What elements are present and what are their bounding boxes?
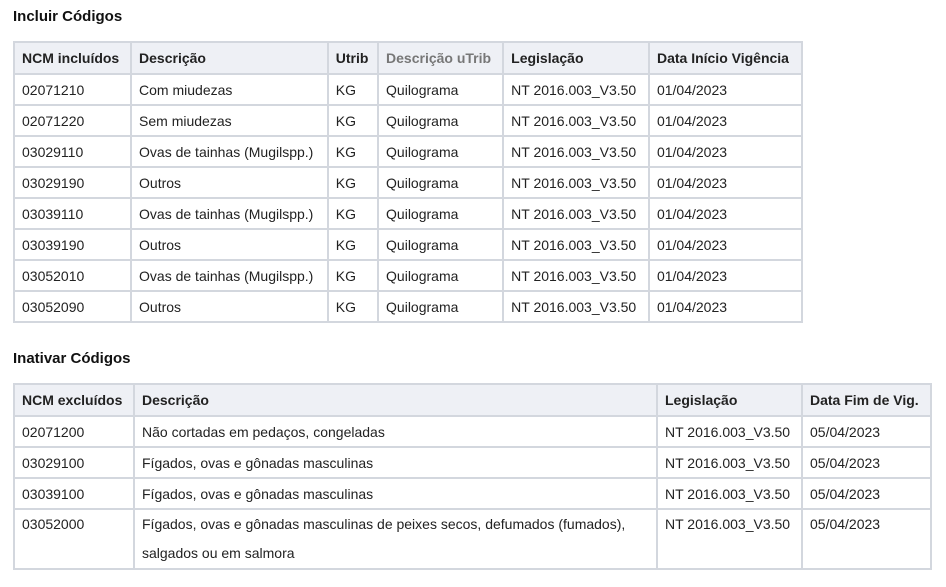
table-cell: Quilograma bbox=[377, 104, 505, 137]
table-cell: 01/04/2023 bbox=[647, 259, 804, 292]
table-cell: 05/04/2023 bbox=[801, 477, 932, 510]
table-cell: Com miudezas bbox=[130, 73, 329, 106]
table-cell: NT 2016.003_V3.50 bbox=[502, 259, 650, 292]
table-cell: KG bbox=[326, 104, 380, 137]
table-cell: Quilograma bbox=[377, 228, 505, 261]
table-row: 03039100 Fígados, ovas e gônadas masculin… bbox=[13, 477, 932, 510]
table-cell: Quilograma bbox=[377, 197, 505, 230]
table-row: 03052090 Outros KG Quilograma NT 2016.003_V3… bbox=[12, 290, 804, 323]
table-cell: NT 2016.003_V3.50 bbox=[656, 508, 803, 570]
column-header: NCM incluídos bbox=[12, 41, 133, 75]
table-cell: Quilograma bbox=[377, 166, 505, 199]
table-cell: NT 2016.003_V3.50 bbox=[502, 290, 650, 323]
inativar-title: Inativar Códigos bbox=[13, 350, 131, 367]
table-cell: 03039100 bbox=[13, 477, 135, 510]
table-cell: 03029110 bbox=[12, 135, 133, 168]
table-cell: NT 2016.003_V3.50 bbox=[656, 477, 803, 510]
table-cell: Quilograma bbox=[377, 259, 505, 292]
table-row: 03029110 Ovas de tainhas (Mugilspp.) KG Qui… bbox=[12, 135, 804, 168]
header-row: NCM excluídos Descrição Legislação Data Fim… bbox=[13, 383, 932, 417]
table-cell: 03052090 bbox=[12, 290, 133, 323]
table-cell: 01/04/2023 bbox=[647, 197, 804, 230]
table-cell: Ovas de tainhas (Mugilspp.) bbox=[130, 197, 329, 230]
column-header: Descrição bbox=[133, 383, 658, 417]
incluir-title: Incluir Códigos bbox=[13, 8, 123, 25]
table-cell: 02071210 bbox=[12, 73, 133, 106]
table-cell: 01/04/2023 bbox=[647, 166, 804, 199]
table-cell: 03039190 bbox=[12, 228, 133, 261]
table-cell: NT 2016.003_V3.50 bbox=[502, 104, 650, 137]
table-cell: 02071220 bbox=[12, 104, 133, 137]
table-row: 03052010 Ovas de tainhas (Mugilspp.) KG Qui… bbox=[12, 259, 804, 292]
table-cell: Não cortadas em pedaços, congeladas bbox=[133, 415, 658, 448]
column-header: Utrib bbox=[326, 41, 380, 75]
table-row: 03039110 Ovas de tainhas (Mugilspp.) KG Qui… bbox=[12, 197, 804, 230]
table-cell: Fígados, ovas e gônadas masculinas bbox=[133, 446, 658, 479]
table-cell: Ovas de tainhas (Mugilspp.) bbox=[130, 259, 329, 292]
table-cell: Quilograma bbox=[377, 73, 505, 106]
table-cell: KG bbox=[326, 166, 380, 199]
table-cell: NT 2016.003_V3.50 bbox=[502, 197, 650, 230]
table-cell: 05/04/2023 bbox=[801, 415, 932, 448]
table-cell: KG bbox=[326, 135, 380, 168]
table-cell: 05/04/2023 bbox=[801, 446, 932, 479]
table-row: 02071210 Com miudezas KG Quilograma NT 2016.… bbox=[12, 73, 804, 106]
table-cell: NT 2016.003_V3.50 bbox=[502, 228, 650, 261]
table-cell: Ovas de tainhas (Mugilspp.) bbox=[130, 135, 329, 168]
column-header: Data Início Vigência bbox=[647, 41, 804, 75]
table-cell: KG bbox=[326, 228, 380, 261]
table-cell: 01/04/2023 bbox=[647, 135, 804, 168]
table-cell: Quilograma bbox=[377, 290, 505, 323]
table-cell: Outros bbox=[130, 290, 329, 323]
table-cell: Outros bbox=[130, 228, 329, 261]
column-header: NCM excluídos bbox=[13, 383, 135, 417]
table-cell: 01/04/2023 bbox=[647, 228, 804, 261]
table-cell: Fígados, ovas e gônadas masculinas bbox=[133, 477, 658, 510]
table-cell: Outros bbox=[130, 166, 329, 199]
inativar-table: NCM excluídos Descrição Legislação Data Fim… bbox=[13, 383, 932, 570]
table-cell: 03052010 bbox=[12, 259, 133, 292]
table-cell: NT 2016.003_V3.50 bbox=[502, 73, 650, 106]
table-cell: NT 2016.003_V3.50 bbox=[656, 446, 803, 479]
table-cell: Fígados, ovas e gônadas masculinas de pe… bbox=[133, 508, 658, 570]
column-header: Data Fim de Vig. bbox=[801, 383, 932, 417]
table-cell: 03029100 bbox=[13, 446, 135, 479]
table-row: 02071200 Não cortadas em pedaços, congela… bbox=[13, 415, 932, 448]
table-cell: 01/04/2023 bbox=[647, 73, 804, 106]
table-cell: KG bbox=[326, 197, 380, 230]
table-row: 03029100 Fígados, ovas e gônadas masculin… bbox=[13, 446, 932, 479]
column-header: Legislação bbox=[502, 41, 650, 75]
column-header: Descrição bbox=[130, 41, 329, 75]
table-cell: 03039110 bbox=[12, 197, 133, 230]
table-cell: KG bbox=[326, 259, 380, 292]
table-cell: 01/04/2023 bbox=[647, 290, 804, 323]
table-cell: 05/04/2023 bbox=[801, 508, 932, 570]
table-cell: NT 2016.003_V3.50 bbox=[502, 135, 650, 168]
header-row: NCM incluídos Descrição Utrib Descrição uTr… bbox=[12, 41, 804, 75]
table-cell: 01/04/2023 bbox=[647, 104, 804, 137]
table-row: 03039190 Outros KG Quilograma NT 2016.003_V3… bbox=[12, 228, 804, 261]
table-cell: 03029190 bbox=[12, 166, 133, 199]
table-cell: NT 2016.003_V3.50 bbox=[656, 415, 803, 448]
column-header: Legislação bbox=[656, 383, 803, 417]
column-header: Descrição uTrib bbox=[377, 41, 505, 75]
table-cell: Quilograma bbox=[377, 135, 505, 168]
table-cell: 02071200 bbox=[13, 415, 135, 448]
table-row: 03052000 Fígados, ovas e gônadas masculin… bbox=[13, 508, 932, 570]
table-cell: KG bbox=[326, 290, 380, 323]
table-cell: KG bbox=[326, 73, 380, 106]
table-cell: 03052000 bbox=[13, 508, 135, 570]
table-row: 02071220 Sem miudezas KG Quilograma NT 2016.… bbox=[12, 104, 804, 137]
table-cell: Sem miudezas bbox=[130, 104, 329, 137]
table-row: 03029190 Outros KG Quilograma NT 2016.003_V3… bbox=[12, 166, 804, 199]
incluir-table: NCM incluídos Descrição Utrib Descrição uTr… bbox=[12, 41, 804, 323]
table-cell: NT 2016.003_V3.50 bbox=[502, 166, 650, 199]
